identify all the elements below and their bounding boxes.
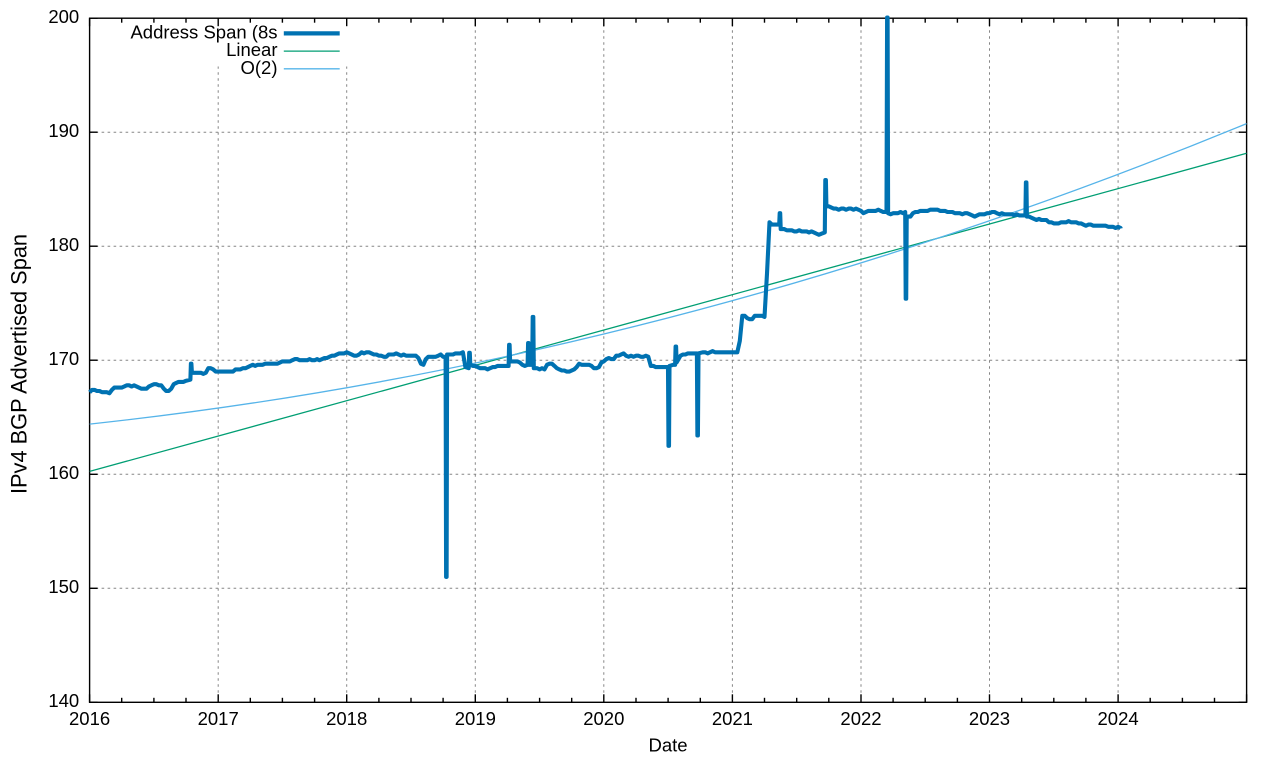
svg-text:190: 190 bbox=[48, 120, 79, 141]
svg-text:2017: 2017 bbox=[198, 708, 239, 729]
svg-text:Date: Date bbox=[648, 734, 687, 755]
svg-text:O(2): O(2) bbox=[241, 57, 278, 78]
svg-text:180: 180 bbox=[48, 234, 79, 255]
svg-text:170: 170 bbox=[48, 348, 79, 369]
svg-text:150: 150 bbox=[48, 576, 79, 597]
svg-text:2024: 2024 bbox=[1098, 708, 1139, 729]
svg-text:200: 200 bbox=[48, 6, 79, 27]
svg-text:2016: 2016 bbox=[69, 708, 110, 729]
svg-text:2023: 2023 bbox=[969, 708, 1010, 729]
svg-text:2021: 2021 bbox=[712, 708, 753, 729]
svg-text:2018: 2018 bbox=[326, 708, 367, 729]
svg-text:2022: 2022 bbox=[840, 708, 881, 729]
svg-text:2019: 2019 bbox=[455, 708, 496, 729]
svg-text:IPv4 BGP Advertised Span: IPv4 BGP Advertised Span bbox=[7, 234, 32, 494]
svg-text:Linear: Linear bbox=[226, 39, 277, 60]
svg-text:2020: 2020 bbox=[583, 708, 624, 729]
svg-text:140: 140 bbox=[48, 690, 79, 711]
svg-text:160: 160 bbox=[48, 462, 79, 483]
svg-text:Address Span (8s: Address Span (8s bbox=[130, 22, 277, 43]
